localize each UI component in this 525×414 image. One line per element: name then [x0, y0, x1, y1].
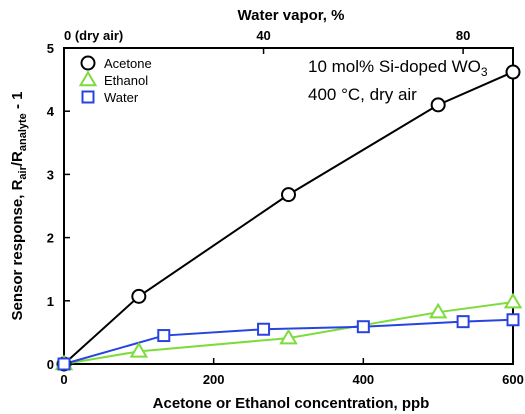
plot-frame: [63, 47, 514, 365]
water-point: [506, 313, 520, 327]
water-point: [157, 329, 171, 343]
legend-label-ethanol: Ethanol: [104, 73, 148, 88]
y-tick-label: 1: [47, 294, 54, 309]
top-axis-title: Water vapor, %: [238, 7, 345, 24]
legend-label-acetone: Acetone: [104, 56, 152, 71]
y-tick-label: 3: [47, 167, 54, 182]
y-tick-label: 0: [47, 357, 54, 372]
axis-ticks: 0 200 400 600 0 1 2 3 4 5 0 (dry air) 40 80: [47, 28, 524, 387]
x-tick-label: 600: [502, 372, 524, 387]
acetone-point: [281, 187, 296, 203]
x-tick-label: 200: [203, 372, 225, 387]
y-tick-label: 4: [47, 104, 55, 119]
acetone-point: [131, 288, 147, 304]
x-tick-label: 0: [60, 372, 67, 387]
legend-label-water: Water: [104, 90, 139, 105]
legend-marker-ethanol: [78, 70, 98, 87]
annotation-line-2: 400 °C, dry air: [308, 85, 417, 104]
acetone-point: [505, 64, 521, 80]
water-point: [257, 322, 271, 336]
legend-marker-water: [81, 90, 95, 104]
x-tick-label: 400: [352, 372, 374, 387]
acetone-point: [430, 97, 446, 113]
ethanol-point: [129, 341, 149, 358]
legend: Acetone Ethanol Water: [78, 55, 152, 105]
top-tick-label: 80: [456, 28, 470, 43]
top-tick-label: 0 (dry air): [64, 28, 123, 43]
acetone-line: [63, 71, 514, 365]
y-axis-title: Sensor response, Rair/Ranalyte - 1: [9, 92, 29, 321]
series-lines: [63, 71, 514, 365]
y-tick-label: 5: [47, 41, 54, 56]
ethanol-point: [503, 292, 523, 309]
water-point: [456, 315, 470, 329]
water-point: [57, 357, 71, 371]
top-tick-label: 40: [256, 28, 270, 43]
water-point: [356, 320, 370, 334]
ethanol-point: [279, 328, 298, 345]
annotation-line-1: 10 mol% Si-doped WO3: [308, 57, 488, 79]
legend-marker-acetone: [80, 55, 96, 71]
water-line: [63, 318, 514, 365]
y-tick-label: 2: [47, 231, 54, 246]
series-markers: [54, 64, 523, 372]
x-axis-title: Acetone or Ethanol concentration, ppb: [153, 395, 430, 412]
ethanol-point: [428, 302, 448, 319]
